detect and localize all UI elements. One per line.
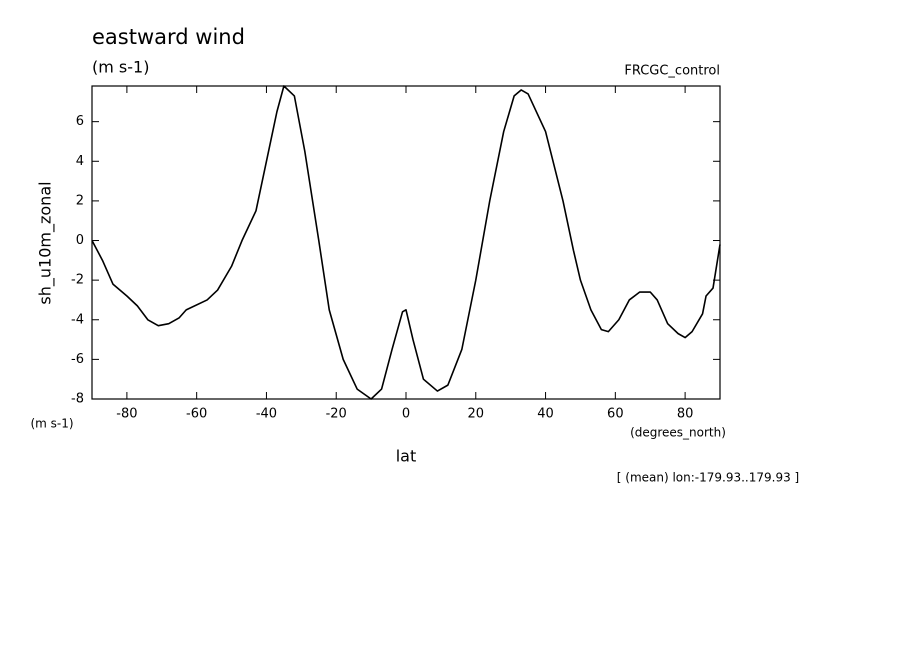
- x-tick-label: -80: [116, 407, 137, 422]
- y-tick-label: -6: [71, 352, 84, 367]
- note: [ (mean) lon:-179.93..179.93 ]: [617, 471, 799, 485]
- x-units: (degrees_north): [630, 426, 726, 440]
- x-tick-label: -40: [256, 407, 277, 422]
- x-tick-label: -20: [326, 407, 347, 422]
- x-tick-label: -60: [186, 407, 207, 422]
- x-tick-label: 80: [677, 407, 694, 422]
- y-units: (m s-1): [30, 417, 73, 431]
- chart-title: eastward wind: [92, 25, 245, 49]
- x-tick-label: 60: [607, 407, 624, 422]
- y-tick-label: 6: [76, 114, 84, 129]
- y-axis-label: sh_u10m_zonal: [36, 181, 56, 304]
- x-tick-label: 0: [402, 407, 410, 422]
- plot-frame: [91, 85, 721, 400]
- chart-subtitle: (m s-1): [92, 58, 149, 77]
- data-line: [91, 85, 721, 400]
- y-tick-label: -8: [71, 392, 84, 407]
- x-tick-label: 40: [537, 407, 554, 422]
- x-tick-label: 20: [468, 407, 485, 422]
- x-axis-label: lat: [396, 447, 417, 466]
- y-tick-label: 4: [76, 154, 84, 169]
- y-tick-label: 0: [76, 233, 84, 248]
- y-tick-label: 2: [76, 193, 84, 208]
- annotation: FRCGC_control: [624, 64, 720, 79]
- y-tick-label: -2: [71, 273, 84, 288]
- y-tick-label: -4: [71, 312, 84, 327]
